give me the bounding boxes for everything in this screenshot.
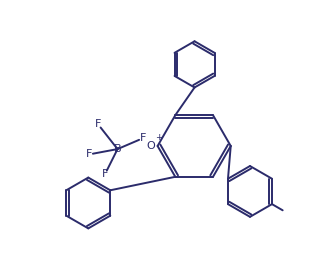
Text: O: O	[146, 141, 155, 151]
Text: B: B	[114, 144, 121, 154]
Text: F: F	[95, 120, 101, 129]
Text: F: F	[102, 169, 108, 179]
Text: +: +	[155, 133, 162, 142]
Text: F: F	[86, 150, 92, 159]
Text: F: F	[140, 133, 146, 143]
